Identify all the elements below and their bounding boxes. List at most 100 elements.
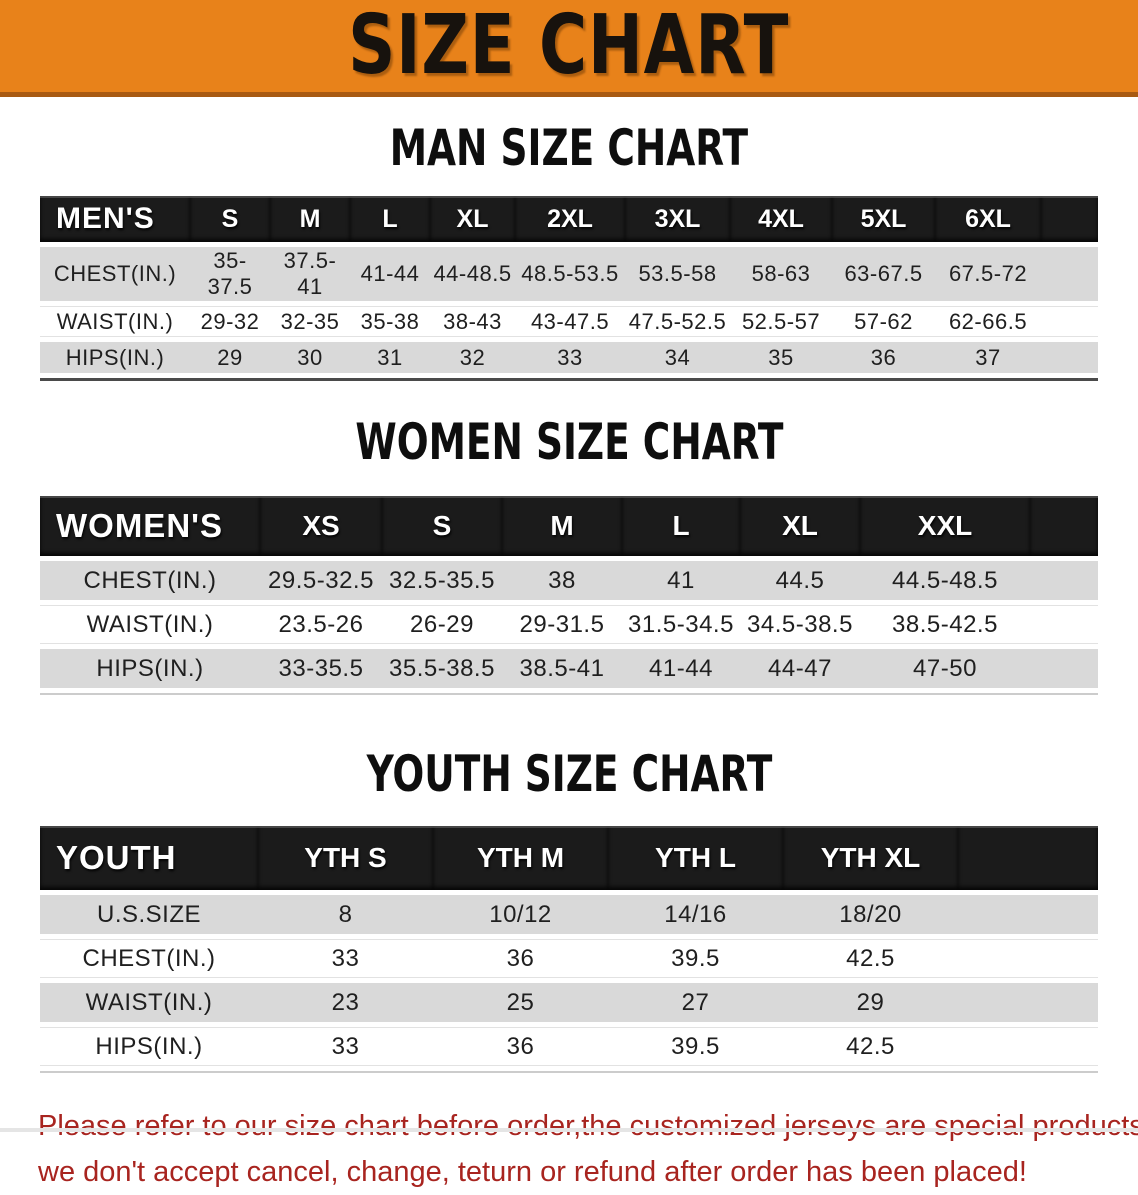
women-size-table-wrapper: WOMEN'S XS S M L XL XXL CHEST(IN.) 29.5-32.5 32.… [40, 491, 1098, 695]
measurement-value-cell: 52.5-57 [730, 306, 832, 337]
table-row: HIPS(IN.) 33 36 39.5 42.5 [40, 1027, 1098, 1066]
measurement-value-cell: 63-67.5 [832, 247, 935, 301]
women-size-chart-heading: WOMEN SIZE CHART [354, 413, 784, 471]
measurement-value-cell: 33 [258, 1027, 433, 1066]
size-column-header: YTH XL [783, 826, 958, 890]
measurement-value-cell: 53.5-58 [625, 247, 730, 301]
size-column-header: YTH L [608, 826, 783, 890]
table-row: CHEST(IN.) 33 36 39.5 42.5 [40, 939, 1098, 978]
table-title-cell: MEN'S [40, 196, 190, 242]
size-column-header: L [622, 496, 740, 556]
men-size-table: MEN'S S M L XL 2XL 3XL 4XL 5XL 6XL CHEST(IN.) 35-3… [40, 191, 1098, 378]
banner-title: SIZE CHART [348, 0, 790, 93]
measurement-value-cell: 58-63 [730, 247, 832, 301]
spacer-cell [1041, 247, 1098, 301]
size-column-header: 5XL [832, 196, 935, 242]
disclaimer-line-1: Please refer to our size chart before or… [38, 1110, 1138, 1142]
measurement-value-cell: 32-35 [270, 306, 350, 337]
women-size-table: WOMEN'S XS S M L XL XXL CHEST(IN.) 29.5-32.5 32.… [40, 491, 1098, 693]
measurement-value-cell: 38.5-41 [502, 649, 622, 688]
size-column-header: M [502, 496, 622, 556]
measurement-value-cell: 42.5 [783, 1027, 958, 1066]
spacer-cell [958, 983, 1098, 1022]
size-column-header: XS [260, 496, 382, 556]
measurement-value-cell: 36 [433, 939, 608, 978]
size-header-row: YOUTH YTH S YTH M YTH L YTH XL [40, 826, 1098, 890]
measurement-value-cell: 38-43 [430, 306, 515, 337]
size-header-row: WOMEN'S XS S M L XL XXL [40, 496, 1098, 556]
measurement-value-cell: 44.5-48.5 [860, 561, 1030, 600]
youth-size-table: YOUTH YTH S YTH M YTH L YTH XL U.S.SIZE 8 10/1… [40, 821, 1098, 1071]
measurement-value-cell: 41 [622, 561, 740, 600]
table-title-cell: YOUTH [40, 826, 258, 890]
youth-size-table-wrapper: YOUTH YTH S YTH M YTH L YTH XL U.S.SIZE 8 10/1… [40, 821, 1098, 1073]
measurement-value-cell: 29 [190, 342, 270, 373]
measurement-value-cell: 23 [258, 983, 433, 1022]
spacer-cell [1041, 342, 1098, 373]
measurement-value-cell: 35.5-38.5 [382, 649, 502, 688]
size-column-header: YTH M [433, 826, 608, 890]
table-row: WAIST(IN.) 23.5-26 26-29 29-31.5 31.5-34.5 34… [40, 605, 1098, 644]
disclaimer-line-2: we don't accept cancel, change, teturn o… [38, 1156, 1027, 1188]
measurement-label-cell: WAIST(IN.) [40, 983, 258, 1022]
man-size-chart-heading: MAN SIZE CHART [389, 119, 749, 177]
measurement-value-cell: 25 [433, 983, 608, 1022]
measurement-value-cell: 27 [608, 983, 783, 1022]
size-column-header: XL [740, 496, 860, 556]
table-row: HIPS(IN.) 33-35.5 35.5-38.5 38.5-41 41-44 44-… [40, 649, 1098, 688]
measurement-label-cell: HIPS(IN.) [40, 649, 260, 688]
spacer-cell [958, 826, 1098, 890]
size-column-header: S [382, 496, 502, 556]
measurement-label-cell: CHEST(IN.) [40, 247, 190, 301]
measurement-value-cell: 36 [433, 1027, 608, 1066]
measurement-label-cell: CHEST(IN.) [40, 561, 260, 600]
measurement-value-cell: 62-66.5 [935, 306, 1041, 337]
table-row: U.S.SIZE 8 10/12 14/16 18/20 [40, 895, 1098, 934]
measurement-value-cell: 30 [270, 342, 350, 373]
measurement-value-cell: 44-47 [740, 649, 860, 688]
size-column-header: M [270, 196, 350, 242]
measurement-label-cell: WAIST(IN.) [40, 605, 260, 644]
measurement-label-cell: WAIST(IN.) [40, 306, 190, 337]
measurement-value-cell: 39.5 [608, 939, 783, 978]
measurement-value-cell: 23.5-26 [260, 605, 382, 644]
measurement-value-cell: 37.5-41 [270, 247, 350, 301]
measurement-value-cell: 14/16 [608, 895, 783, 934]
spacer-cell [1030, 649, 1098, 688]
spacer-cell [1030, 496, 1098, 556]
measurement-value-cell: 47-50 [860, 649, 1030, 688]
measurement-label-cell: CHEST(IN.) [40, 939, 258, 978]
measurement-value-cell: 29-31.5 [502, 605, 622, 644]
spacer-cell [958, 895, 1098, 934]
measurement-value-cell: 31 [350, 342, 430, 373]
measurement-value-cell: 47.5-52.5 [625, 306, 730, 337]
spacer-cell [1041, 196, 1098, 242]
measurement-value-cell: 36 [832, 342, 935, 373]
measurement-value-cell: 8 [258, 895, 433, 934]
size-column-header: 2XL [515, 196, 625, 242]
table-row: HIPS(IN.) 29 30 31 32 33 34 35 36 37 [40, 342, 1098, 373]
measurement-value-cell: 39.5 [608, 1027, 783, 1066]
image-bottom-edge [0, 1128, 1138, 1132]
size-header-row: MEN'S S M L XL 2XL 3XL 4XL 5XL 6XL [40, 196, 1098, 242]
spacer-cell [1041, 306, 1098, 337]
measurement-value-cell: 33-35.5 [260, 649, 382, 688]
measurement-value-cell: 67.5-72 [935, 247, 1041, 301]
spacer-cell [1030, 561, 1098, 600]
measurement-value-cell: 41-44 [622, 649, 740, 688]
measurement-value-cell: 29 [783, 983, 958, 1022]
measurement-label-cell: U.S.SIZE [40, 895, 258, 934]
measurement-value-cell: 34.5-38.5 [740, 605, 860, 644]
measurement-value-cell: 26-29 [382, 605, 502, 644]
disclaimer-text: Please refer to our size chart before or… [38, 1103, 1138, 1195]
spacer-cell [1030, 605, 1098, 644]
measurement-value-cell: 48.5-53.5 [515, 247, 625, 301]
measurement-value-cell: 44-48.5 [430, 247, 515, 301]
size-chart-banner: SIZE CHART [0, 0, 1138, 97]
measurement-value-cell: 32.5-35.5 [382, 561, 502, 600]
size-column-header: 4XL [730, 196, 832, 242]
measurement-value-cell: 34 [625, 342, 730, 373]
table-row: WAIST(IN.) 23 25 27 29 [40, 983, 1098, 1022]
measurement-value-cell: 41-44 [350, 247, 430, 301]
measurement-label-cell: HIPS(IN.) [40, 1027, 258, 1066]
